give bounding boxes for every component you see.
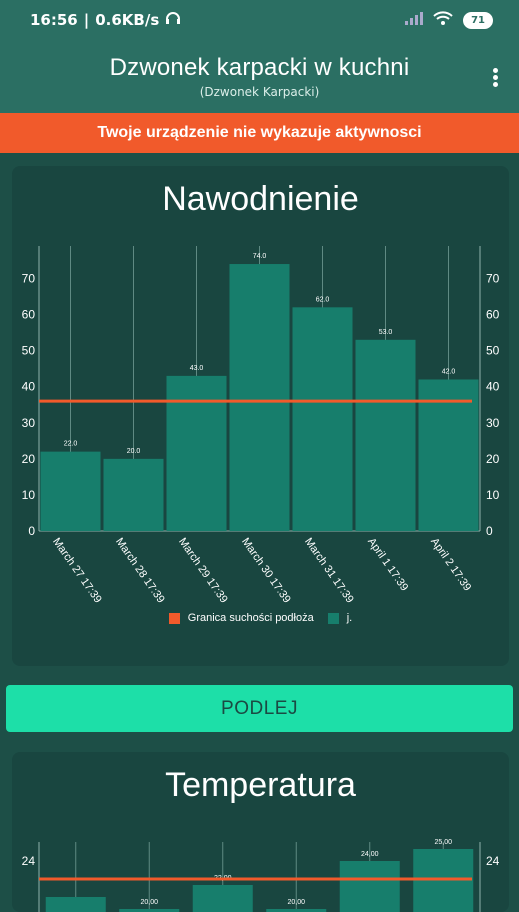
- battery-indicator: 71: [463, 11, 493, 29]
- status-network-speed: 0.6KB/s: [95, 11, 160, 29]
- bar-value-label: 20.0: [127, 448, 141, 455]
- bar: [292, 307, 353, 531]
- water-button[interactable]: PODLEJ: [6, 685, 513, 732]
- y-tick-label-right: 60: [486, 308, 500, 322]
- bar-value-label: 25,00: [434, 839, 452, 846]
- bar-value-label: 22.0: [64, 441, 78, 448]
- hydration-card: Nawodnienie 22.0 March 27 17:39 20.0 March …: [12, 166, 509, 666]
- bar: [45, 897, 106, 912]
- temperature-title: Temperatura: [165, 766, 356, 804]
- temperature-card: Temperatura 20,0022,0020,0024,0025,00242…: [12, 752, 509, 912]
- wifi-icon: [433, 11, 453, 29]
- y-tick-label-right: 50: [486, 344, 500, 358]
- bar-value-label: 20,00: [287, 899, 305, 906]
- bar: [339, 861, 400, 912]
- series-legend-label: j.: [346, 612, 353, 624]
- y-tick-label-left: 40: [22, 380, 36, 394]
- y-tick-label-left: 10: [22, 488, 36, 502]
- bar-value-label: 24,00: [361, 851, 379, 858]
- series-legend-swatch: [327, 612, 339, 624]
- status-time: 16:56: [30, 11, 78, 29]
- app-bar: Dzwonek karpacki w kuchni (Dzwonek Karpa…: [0, 40, 519, 113]
- hydration-chart: 22.0 March 27 17:39 20.0 March 28 17:39 43.0…: [22, 246, 500, 605]
- bar-value-label: 43.0: [190, 365, 204, 372]
- threshold-legend-swatch: [168, 612, 180, 624]
- bar: [418, 379, 479, 531]
- x-tick-label: March 29 17:39: [176, 536, 230, 605]
- y-tick-label-right: 70: [486, 271, 500, 285]
- y-tick-label-right: 30: [486, 416, 500, 430]
- y-tick-label-left: 50: [22, 344, 36, 358]
- x-tick-label: April 2 17:39: [428, 536, 473, 593]
- x-tick-label: March 28 17:39: [113, 536, 167, 605]
- headphones-icon: [165, 11, 181, 29]
- x-tick-label: April 1 17:39: [365, 536, 410, 593]
- threshold-legend-label: Granica suchości podłoża: [187, 612, 314, 624]
- status-divider: |: [83, 11, 90, 29]
- y-tick-label-right: 20: [486, 452, 500, 466]
- signal-icon: [405, 11, 424, 29]
- inactivity-banner: Twoje urządzenie nie wykazuje aktywnosci: [0, 113, 519, 153]
- bar-value-label: 53.0: [379, 329, 393, 336]
- bar: [355, 339, 416, 531]
- y-tick-label-right: 10: [486, 488, 500, 502]
- bar: [166, 375, 227, 531]
- bar: [229, 264, 290, 531]
- bar: [40, 451, 101, 531]
- bar-value-label: 74.0: [253, 253, 267, 260]
- hydration-title: Nawodnienie: [162, 180, 359, 218]
- y-tick-label-right: 0: [486, 524, 493, 538]
- y-tick-label-left: 20: [22, 452, 36, 466]
- y-tick-label-left: 60: [22, 308, 36, 322]
- x-tick-label: March 30 17:39: [239, 536, 293, 605]
- bar-value-label: 42.0: [442, 368, 456, 375]
- bar: [192, 885, 253, 912]
- x-tick-label: March 31 17:39: [302, 536, 356, 605]
- device-subtitle: (Dzwonek Karpacki): [199, 85, 320, 99]
- bar: [103, 458, 164, 531]
- device-title: Dzwonek karpacki w kuchni: [109, 54, 410, 81]
- bar-value-label: 20,00: [140, 899, 158, 906]
- y-tick-label-left: 70: [22, 271, 36, 285]
- chart-legend: Granica suchości podłoża j.: [12, 612, 509, 624]
- y-tick-label-left: 24: [22, 854, 36, 868]
- x-tick-label: March 27 17:39: [50, 536, 104, 605]
- y-tick-label-left: 0: [28, 524, 35, 538]
- more-vert-icon[interactable]: [493, 66, 499, 89]
- bar-value-label: 62.0: [316, 296, 330, 303]
- y-tick-label-right: 40: [486, 380, 500, 394]
- y-tick-label-right: 24: [486, 854, 500, 868]
- status-bar: 16:56 | 0.6KB/s 71: [0, 0, 519, 40]
- y-tick-label-left: 30: [22, 416, 36, 430]
